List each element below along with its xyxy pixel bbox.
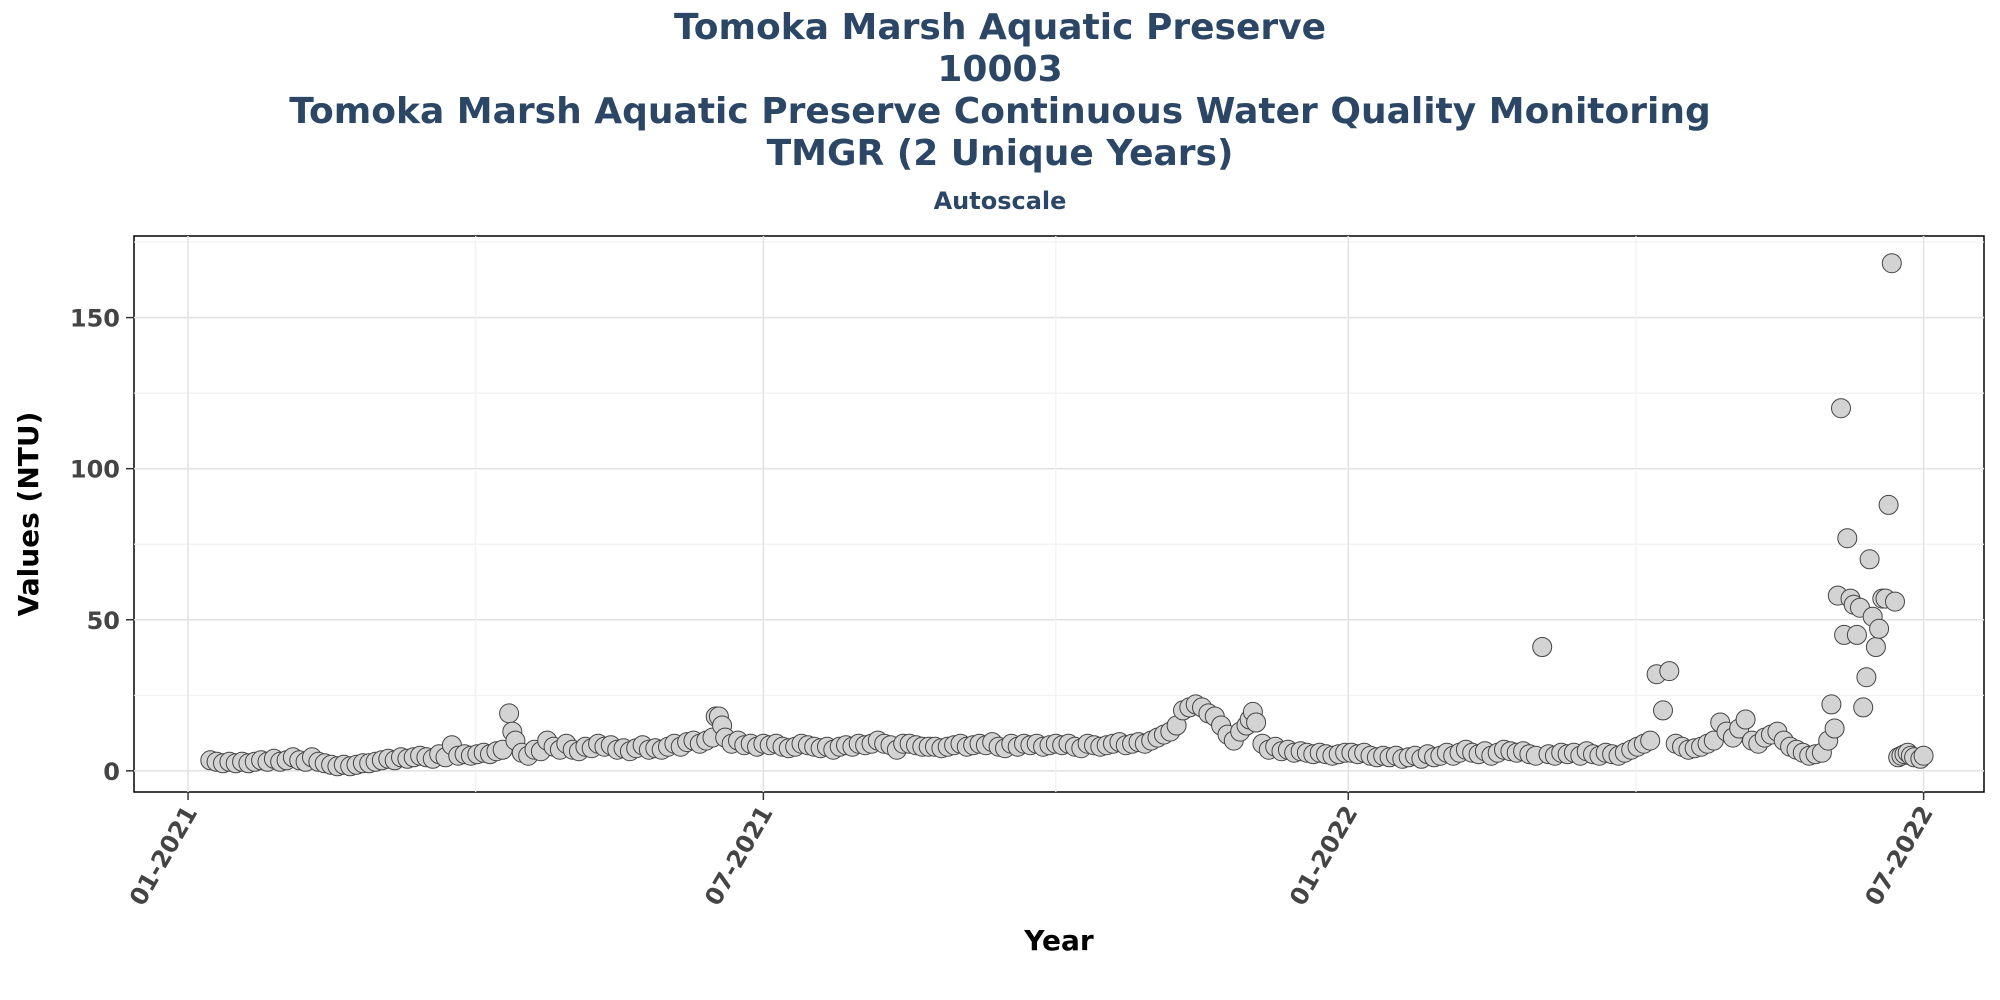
- data-point: [1853, 697, 1874, 718]
- data-point: [499, 703, 520, 724]
- data-point: [1869, 618, 1890, 639]
- y-tick-label: 150: [70, 305, 120, 333]
- data-points: [200, 253, 1934, 777]
- grid-lines: [134, 236, 1984, 792]
- data-point: [1824, 718, 1845, 739]
- chart-subtitle: Autoscale: [933, 187, 1067, 215]
- x-tick-label: 07-2022: [1859, 801, 1938, 910]
- x-tick-label: 01-2021: [124, 801, 203, 910]
- chart-title-line: Tomoka Marsh Aquatic Preserve Continuous…: [289, 91, 1711, 132]
- chart-title-line: 10003: [937, 49, 1063, 90]
- x-tick-label: 01-2022: [1284, 801, 1363, 910]
- chart-titles: Tomoka Marsh Aquatic Preserve 10003 Tomo…: [0, 0, 2000, 215]
- data-point: [1859, 549, 1880, 570]
- plot-panel: [133, 235, 1985, 793]
- data-point: [1640, 730, 1661, 751]
- data-point: [1653, 700, 1673, 721]
- data-point: [1846, 624, 1867, 645]
- y-tick-label: 0: [103, 758, 120, 786]
- chart-title-line: Tomoka Marsh Aquatic Preserve: [674, 7, 1326, 48]
- data-point: [1837, 528, 1858, 549]
- y-axis-title: Values (NTU): [12, 412, 45, 617]
- data-point: [1831, 398, 1851, 419]
- data-point: [1659, 661, 1680, 682]
- chart-title-line: TMGR (2 Unique Years): [766, 133, 1234, 174]
- data-point: [1913, 745, 1934, 766]
- data-point: [1821, 694, 1842, 715]
- data-point: [1865, 637, 1886, 657]
- data-point: [1246, 712, 1267, 733]
- data-point: [1856, 667, 1877, 688]
- data-point: [1885, 591, 1905, 612]
- data-point: [1878, 494, 1899, 515]
- data-point: [1881, 253, 1902, 274]
- y-tick-label: 50: [87, 607, 120, 635]
- x-axis-title: Year: [1023, 924, 1094, 957]
- data-point: [1735, 709, 1756, 730]
- y-tick-label: 100: [70, 456, 120, 484]
- x-tick-label: 07-2021: [699, 801, 778, 910]
- data-point: [1532, 637, 1553, 657]
